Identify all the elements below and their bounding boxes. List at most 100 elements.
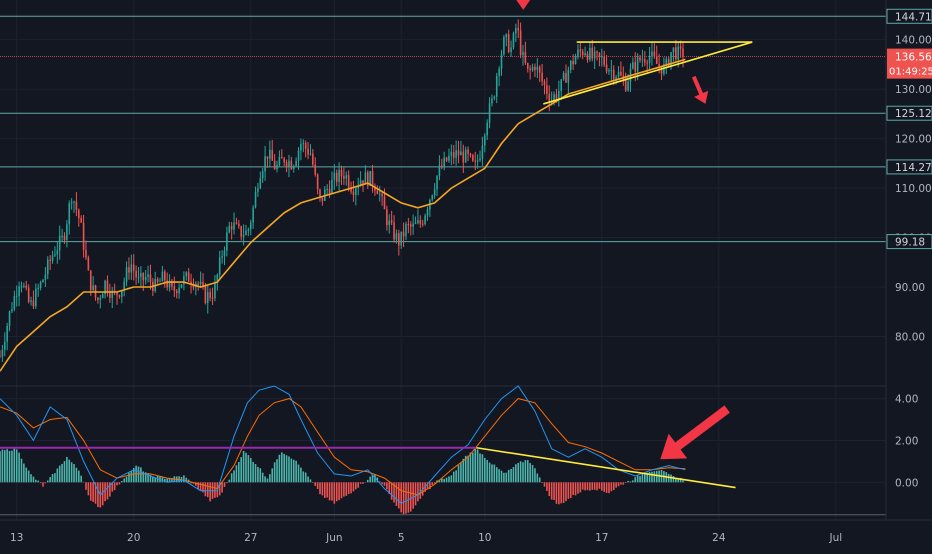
- candle-body: [460, 151, 462, 156]
- candle: [467, 146, 469, 162]
- candle: [450, 144, 453, 166]
- candle-body: [632, 62, 634, 69]
- candle-body: [493, 96, 496, 99]
- candle: [472, 153, 474, 162]
- candle: [414, 216, 417, 225]
- candle-body: [80, 218, 82, 223]
- candle: [8, 310, 11, 332]
- candle-body: [163, 271, 166, 281]
- candle: [49, 254, 51, 271]
- price-tick-label: 120.00: [895, 134, 932, 146]
- candle: [302, 139, 305, 153]
- candle: [386, 205, 388, 231]
- candle-body: [278, 156, 281, 165]
- macd-callout-arrow[interactable]: [660, 405, 730, 460]
- candle-body: [0, 356, 1, 358]
- candle: [378, 186, 381, 202]
- candle-body: [386, 209, 388, 226]
- candle: [338, 162, 340, 192]
- candle-body: [42, 279, 44, 283]
- candle-body: [445, 157, 448, 161]
- candle-body: [156, 278, 159, 282]
- candle: [226, 226, 228, 257]
- candle: [460, 140, 462, 156]
- candle-body: [529, 68, 531, 71]
- candle-body: [515, 28, 517, 34]
- candle-body: [512, 33, 515, 48]
- candle-body: [58, 235, 61, 251]
- candle-body: [223, 250, 226, 257]
- candle: [99, 295, 102, 309]
- candle: [476, 154, 479, 169]
- drawings[interactable]: [516, 0, 753, 105]
- candle-body: [677, 46, 680, 60]
- candle: [245, 224, 247, 236]
- candle-body: [187, 272, 190, 282]
- candle-body: [292, 166, 295, 170]
- candle: [381, 190, 383, 206]
- candle-body: [216, 274, 219, 283]
- candle: [85, 240, 87, 260]
- candle-body: [390, 220, 393, 223]
- candle-body: [448, 155, 450, 161]
- candle-body: [548, 93, 551, 102]
- candle-body: [462, 151, 465, 163]
- candle-body: [273, 160, 276, 170]
- candle-body: [185, 272, 188, 277]
- price-tick-label: 130.00: [895, 84, 932, 96]
- candle: [51, 250, 54, 264]
- level-label-box: [886, 105, 932, 121]
- candle-body: [495, 75, 498, 97]
- candle-body: [190, 281, 192, 285]
- breakdown-arrow[interactable]: [691, 75, 709, 104]
- candle: [70, 198, 73, 210]
- level-label: 125.12: [895, 108, 932, 120]
- candle: [87, 255, 90, 271]
- candle: [388, 214, 391, 234]
- candle-body: [257, 188, 259, 192]
- moving-average: [0, 58, 686, 372]
- candle: [23, 282, 25, 289]
- candle: [238, 219, 240, 229]
- candle: [343, 167, 345, 185]
- candle: [75, 192, 78, 217]
- candle: [187, 268, 190, 283]
- candle: [419, 215, 422, 228]
- candle: [204, 282, 207, 305]
- candle: [18, 281, 20, 307]
- candle: [601, 48, 603, 67]
- candle-body: [30, 300, 32, 302]
- horizontal-levels[interactable]: [0, 15, 886, 243]
- candle: [242, 224, 245, 246]
- candle: [30, 296, 32, 306]
- candle-body: [300, 144, 302, 151]
- candle-body: [226, 232, 228, 251]
- triangle-bottom-trendline[interactable]: [543, 41, 753, 105]
- candle: [355, 185, 357, 206]
- candle-body: [316, 174, 319, 190]
- candle: [281, 149, 283, 159]
- candle-body: [510, 47, 512, 53]
- candle: [309, 144, 312, 156]
- candle: [474, 151, 477, 171]
- candle: [199, 271, 202, 289]
- candlesticks: [0, 19, 684, 362]
- candle: [209, 288, 211, 302]
- candle-body: [101, 294, 104, 299]
- candle: [223, 246, 226, 266]
- candle-body: [433, 189, 436, 196]
- candle-body: [536, 66, 539, 71]
- candle-body: [118, 295, 121, 297]
- candle: [73, 200, 75, 213]
- top-marker-arrow[interactable]: [516, 0, 531, 10]
- candle-body: [23, 285, 25, 287]
- candle: [598, 52, 601, 67]
- candle: [383, 188, 386, 210]
- candle: [340, 165, 343, 185]
- candle-body: [369, 171, 371, 186]
- macd-divergence-trendline[interactable]: [476, 446, 736, 489]
- candle: [276, 160, 278, 173]
- candle-body: [25, 285, 28, 288]
